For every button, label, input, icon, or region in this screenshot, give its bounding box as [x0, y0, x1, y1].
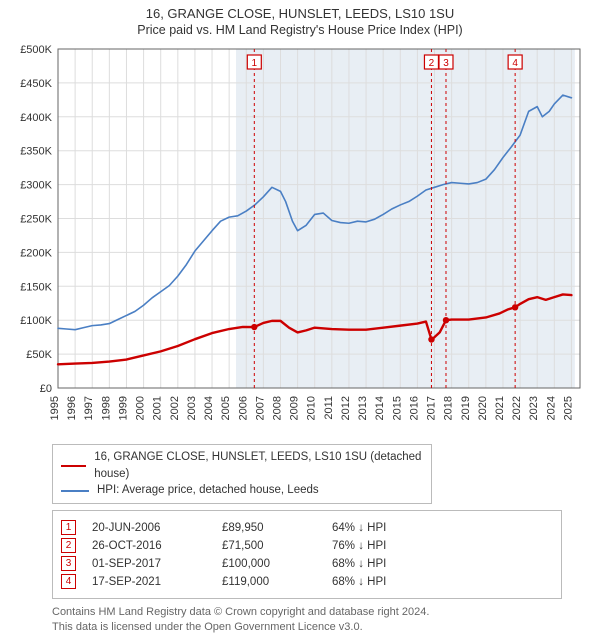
- figure-container: 16, GRANGE CLOSE, HUNSLET, LEEDS, LS10 1…: [0, 0, 600, 639]
- svg-text:2001: 2001: [152, 396, 164, 420]
- legend: 16, GRANGE CLOSE, HUNSLET, LEEDS, LS10 1…: [52, 444, 432, 504]
- svg-text:2006: 2006: [237, 396, 249, 420]
- svg-text:2019: 2019: [460, 396, 472, 420]
- event-row: 2 26-OCT-2016£71,50076% ↓ HPI: [61, 538, 553, 553]
- svg-text:4: 4: [512, 58, 518, 69]
- legend-item: 16, GRANGE CLOSE, HUNSLET, LEEDS, LS10 1…: [61, 449, 423, 482]
- legend-item: HPI: Average price, detached house, Leed…: [61, 482, 423, 499]
- svg-text:£100K: £100K: [20, 315, 52, 327]
- event-marker: 2: [61, 538, 76, 553]
- event-date: 20-JUN-2006: [92, 522, 222, 534]
- svg-text:1999: 1999: [117, 396, 129, 420]
- chart-area: £0 £50K £100K £150K £200K £250K £300K £350K £400…: [10, 43, 590, 438]
- event-price: £100,000: [222, 558, 332, 570]
- svg-text:2018: 2018: [443, 396, 455, 420]
- event-delta: 68% ↓ HPI: [332, 558, 502, 570]
- svg-text:2016: 2016: [408, 396, 420, 420]
- svg-text:2003: 2003: [186, 396, 198, 420]
- svg-text:£0: £0: [40, 383, 52, 395]
- legend-label: 16, GRANGE CLOSE, HUNSLET, LEEDS, LS10 1…: [94, 449, 423, 482]
- svg-text:2004: 2004: [203, 396, 215, 420]
- event-price: £71,500: [222, 540, 332, 552]
- event-row: 1 20-JUN-2006£89,95064% ↓ HPI: [61, 520, 553, 535]
- chart-subtitle: Price paid vs. HM Land Registry's House …: [10, 23, 590, 37]
- event-date: 26-OCT-2016: [92, 540, 222, 552]
- svg-text:2000: 2000: [135, 396, 147, 420]
- svg-text:£450K: £450K: [20, 78, 52, 90]
- chart-title: 16, GRANGE CLOSE, HUNSLET, LEEDS, LS10 1…: [10, 6, 590, 21]
- svg-text:2005: 2005: [220, 396, 232, 420]
- event-date: 01-SEP-2017: [92, 558, 222, 570]
- svg-text:£500K: £500K: [20, 44, 52, 56]
- svg-text:2017: 2017: [426, 396, 438, 420]
- event-marker: 4: [61, 574, 76, 589]
- event-marker: 3: [61, 556, 76, 571]
- svg-text:3: 3: [443, 58, 449, 69]
- svg-text:2007: 2007: [254, 396, 266, 420]
- svg-text:2021: 2021: [494, 396, 506, 420]
- svg-text:2008: 2008: [271, 396, 283, 420]
- event-delta: 64% ↓ HPI: [332, 522, 502, 534]
- chart-svg: £0 £50K £100K £150K £200K £250K £300K £350K £400…: [10, 43, 590, 438]
- legend-swatch: [61, 490, 89, 492]
- svg-text:£300K: £300K: [20, 180, 52, 192]
- event-row: 3 01-SEP-2017£100,00068% ↓ HPI: [61, 556, 553, 571]
- svg-text:1995: 1995: [49, 396, 61, 420]
- svg-text:2023: 2023: [528, 396, 540, 420]
- svg-text:£250K: £250K: [20, 214, 52, 226]
- svg-text:2024: 2024: [545, 396, 557, 420]
- svg-text:£50K: £50K: [26, 349, 52, 361]
- footer-line-1: Contains HM Land Registry data © Crown c…: [52, 605, 590, 620]
- event-row: 4 17-SEP-2021£119,00068% ↓ HPI: [61, 574, 553, 589]
- footer-line-2: This data is licensed under the Open Gov…: [52, 620, 590, 635]
- svg-text:2010: 2010: [306, 396, 318, 420]
- svg-text:2009: 2009: [289, 396, 301, 420]
- svg-text:2025: 2025: [562, 396, 574, 420]
- svg-text:1996: 1996: [66, 396, 78, 420]
- svg-text:2015: 2015: [391, 396, 403, 420]
- events-table: 1 20-JUN-2006£89,95064% ↓ HPI 2 26-OCT-2016…: [52, 510, 562, 599]
- event-delta: 76% ↓ HPI: [332, 540, 502, 552]
- svg-text:£400K: £400K: [20, 112, 52, 124]
- svg-text:2011: 2011: [323, 396, 335, 420]
- event-price: £89,950: [222, 522, 332, 534]
- event-delta: 68% ↓ HPI: [332, 576, 502, 588]
- svg-text:2020: 2020: [477, 396, 489, 420]
- event-date: 17-SEP-2021: [92, 576, 222, 588]
- svg-text:2: 2: [429, 58, 435, 69]
- event-price: £119,000: [222, 576, 332, 588]
- svg-text:1998: 1998: [100, 396, 112, 420]
- svg-text:2022: 2022: [511, 396, 523, 420]
- svg-text:£150K: £150K: [20, 281, 52, 293]
- svg-text:£200K: £200K: [20, 247, 52, 259]
- svg-text:1997: 1997: [83, 396, 95, 420]
- event-marker: 1: [61, 520, 76, 535]
- legend-swatch: [61, 465, 86, 467]
- legend-label: HPI: Average price, detached house, Leed…: [97, 482, 319, 499]
- svg-text:£350K: £350K: [20, 146, 52, 158]
- svg-text:2013: 2013: [357, 396, 369, 420]
- svg-text:2012: 2012: [340, 396, 352, 420]
- svg-text:2002: 2002: [169, 396, 181, 420]
- svg-text:1: 1: [252, 58, 258, 69]
- svg-text:2014: 2014: [374, 396, 386, 420]
